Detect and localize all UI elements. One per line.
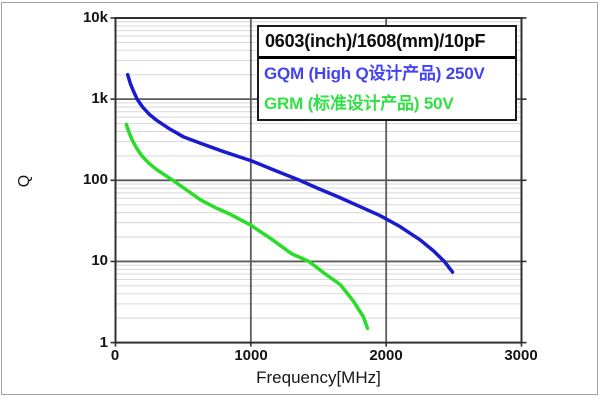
legend-entry-grm: GRM (标准设计产品) 50V — [264, 94, 454, 113]
x-tick-label-3000: 3000 — [504, 347, 538, 364]
y-axis-title: Q — [16, 174, 33, 188]
y-tick-label-10: 10 — [91, 252, 108, 269]
x-tick-label-2000: 2000 — [369, 347, 403, 364]
image-frame — [1, 2, 598, 395]
y-tick-label-100: 100 — [82, 171, 108, 188]
legend-box: 0603(inch)/1608(mm)/10pF GQM (High Q设计产品… — [257, 25, 517, 121]
y-tick-label-1k: 1k — [91, 90, 108, 107]
x-tick-label-1000: 1000 — [234, 347, 268, 364]
y-tick-label-1: 1 — [99, 334, 108, 351]
legend-title: 0603(inch)/1608(mm)/10pF — [259, 27, 515, 59]
x-axis-title: Frequency[MHz] — [256, 368, 381, 387]
y-tick-label-10k: 10k — [82, 9, 108, 26]
x-tick-label-0: 0 — [110, 347, 120, 364]
legend-entry-gqm: GQM (High Q设计产品) 250V — [264, 64, 485, 83]
